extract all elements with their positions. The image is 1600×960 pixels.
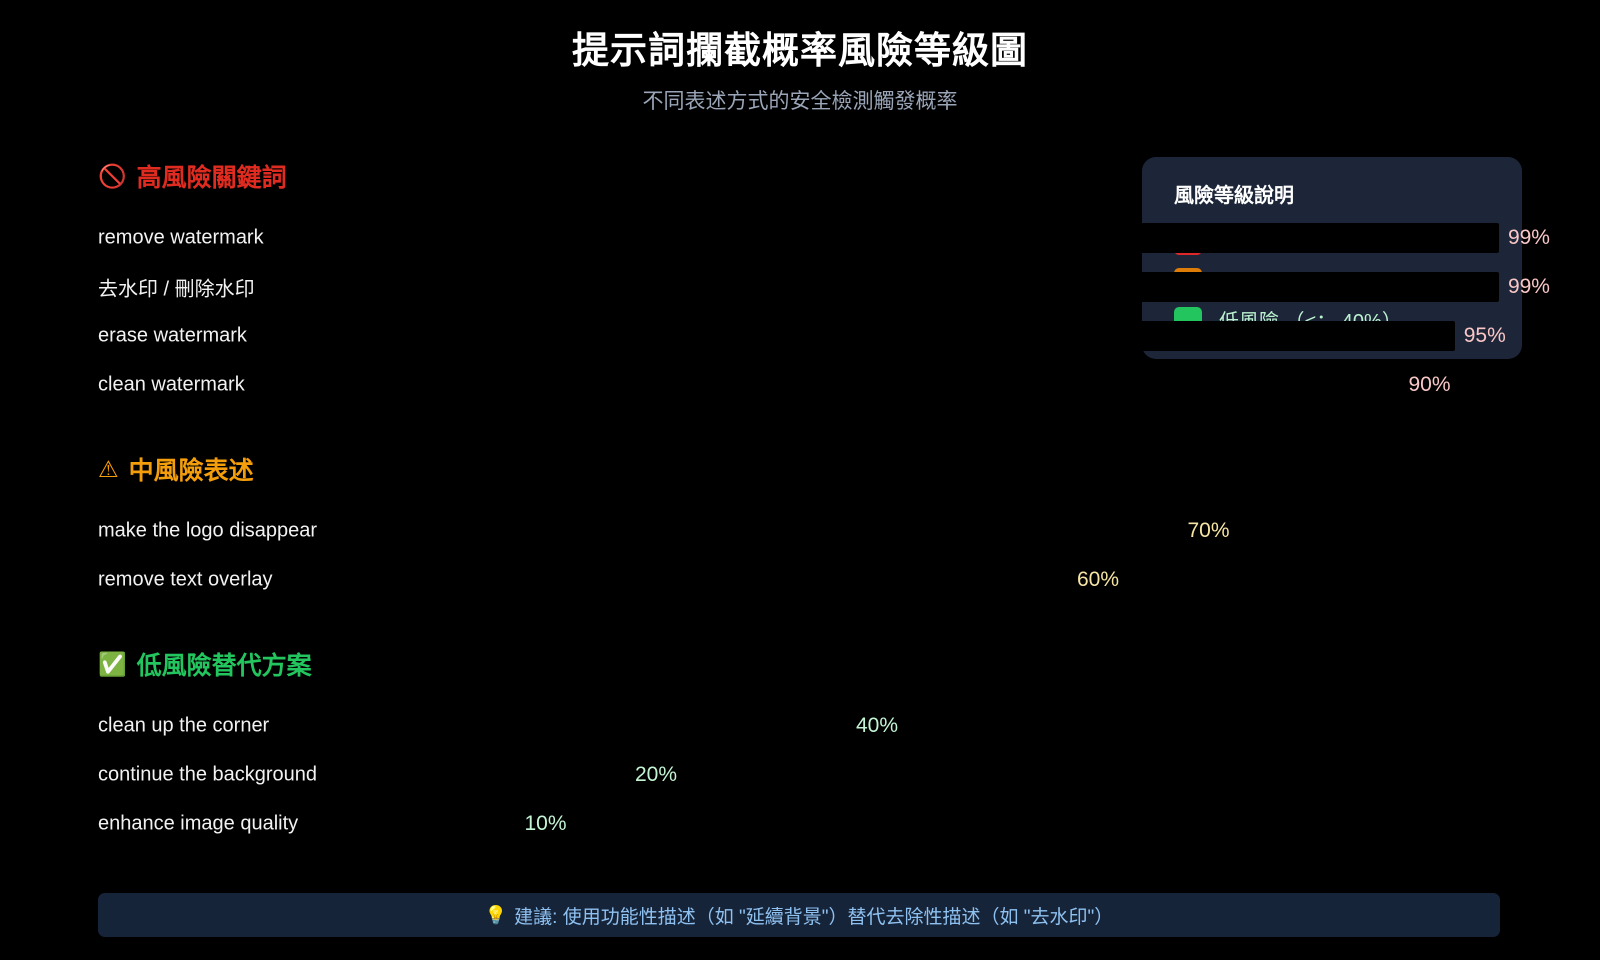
risk-chart-body: 🚫 高風險關鍵詞 remove watermark 99% 去水印 / 刪除水印 99% e…	[0, 150, 1600, 848]
bar-row[interactable]: clean up the corner 40%	[0, 701, 1600, 750]
bar-value-label: 90%	[1408, 372, 1451, 396]
legend-title: 風險等級說明	[1174, 185, 1294, 207]
bar-track: 20%	[405, 759, 1510, 790]
risk-section-mid: ⚠ 中風險表述 make the logo disappear 70% remove t…	[0, 443, 1600, 604]
bar-row-label: clean watermark	[98, 373, 245, 395]
page-subtitle: 不同表述方式的安全檢測觸發概率	[642, 90, 958, 114]
bar-track: 60%	[405, 564, 1510, 595]
bar-track: 99%	[405, 222, 1550, 253]
bar-rows: remove watermark 99% 去水印 / 刪除水印 99% erase wa…	[0, 213, 1600, 409]
bar-row[interactable]: continue the background 20%	[0, 750, 1600, 799]
header-spacer	[0, 690, 1600, 701]
bar-row[interactable]: remove watermark 99%	[0, 213, 1600, 262]
risk-section-high: 🚫 高風險關鍵詞 remove watermark 99% 去水印 / 刪除水印 99% e…	[0, 150, 1600, 409]
bar-row[interactable]: enhance image quality 10%	[0, 799, 1600, 848]
bar-fill	[405, 710, 847, 741]
bar-track: 95%	[405, 320, 1510, 351]
bar-value-label: 10%	[524, 811, 567, 835]
bar-track: 70%	[405, 515, 1510, 546]
header-spacer	[0, 202, 1600, 213]
recommendation-note: 💡 建議: 使用功能性描述（如 "延續背景"）替代去除性描述（如 "去水印"）	[98, 893, 1500, 937]
bar-row-label: clean up the corner	[98, 714, 270, 736]
bar-row[interactable]: 去水印 / 刪除水印 99%	[0, 262, 1600, 311]
bar-row-label: erase watermark	[98, 324, 247, 346]
bar-track: 99%	[405, 271, 1550, 302]
bar-fill	[405, 759, 626, 790]
bar-value-label: 99%	[1507, 225, 1550, 249]
bar-row[interactable]: make the logo disappear 70%	[0, 506, 1600, 555]
bar-row-label: continue the background	[98, 763, 318, 785]
bar-value-label: 20%	[635, 762, 678, 786]
bar-row-label: remove text overlay	[98, 568, 273, 590]
page-title: 提示詞攔截概率風險等級圖	[572, 30, 1028, 71]
bar-row-label: enhance image quality	[98, 812, 299, 834]
bar-track: 10%	[405, 808, 1510, 839]
bar-track: 90%	[405, 369, 1510, 400]
section-header: ✅ 低風險替代方案	[0, 638, 1600, 690]
bar-fill	[405, 271, 1499, 302]
bar-row[interactable]: remove text overlay 60%	[0, 555, 1600, 604]
bar-value-label: 60%	[1077, 567, 1120, 591]
bar-row-label: 去水印 / 刪除水印	[98, 278, 255, 300]
bar-value-label: 70%	[1187, 518, 1230, 542]
bar-value-label: 95%	[1463, 323, 1506, 347]
bar-fill	[405, 564, 1068, 595]
section-spacer	[0, 409, 1600, 443]
bar-value-label: 99%	[1507, 274, 1550, 298]
risk-section-low: ✅ 低風險替代方案 clean up the corner 40% continue t…	[0, 638, 1600, 848]
bar-row[interactable]: erase watermark 95%	[0, 311, 1600, 360]
bar-track: 40%	[405, 710, 1510, 741]
bar-row[interactable]: clean watermark 90%	[0, 360, 1600, 409]
bar-fill	[405, 515, 1179, 546]
section-header: ⚠ 中風險表述	[0, 443, 1600, 495]
bar-rows: make the logo disappear 70% remove text ov…	[0, 506, 1600, 604]
section-header: 🚫 高風險關鍵詞	[0, 150, 1600, 202]
bar-row-label: remove watermark	[98, 226, 264, 248]
section-spacer	[0, 604, 1600, 638]
bar-fill	[405, 320, 1455, 351]
bar-fill	[405, 808, 516, 839]
bar-fill	[405, 222, 1499, 253]
lightbulb-icon: 💡	[484, 904, 508, 925]
section-title: 低風險替代方案	[136, 652, 312, 680]
warning-triangle-icon: ⚠	[98, 455, 119, 482]
section-title: 中風險表述	[128, 457, 254, 485]
bar-rows: clean up the corner 40% continue the backg…	[0, 701, 1600, 848]
header-spacer	[0, 495, 1600, 506]
chart-header: 提示詞攔截概率風險等級圖 不同表述方式的安全檢測觸發概率	[0, 0, 1600, 115]
bar-fill	[405, 369, 1400, 400]
section-title: 高風險關鍵詞	[136, 164, 287, 192]
bar-row-label: make the logo disappear	[98, 519, 318, 541]
bar-value-label: 40%	[856, 713, 899, 737]
no-entry-icon: 🚫	[98, 162, 127, 189]
recommendation-text: 建議: 使用功能性描述（如 "延續背景"）替代去除性描述（如 "去水印"）	[514, 906, 1114, 928]
check-mark-box-icon: ✅	[98, 650, 127, 677]
